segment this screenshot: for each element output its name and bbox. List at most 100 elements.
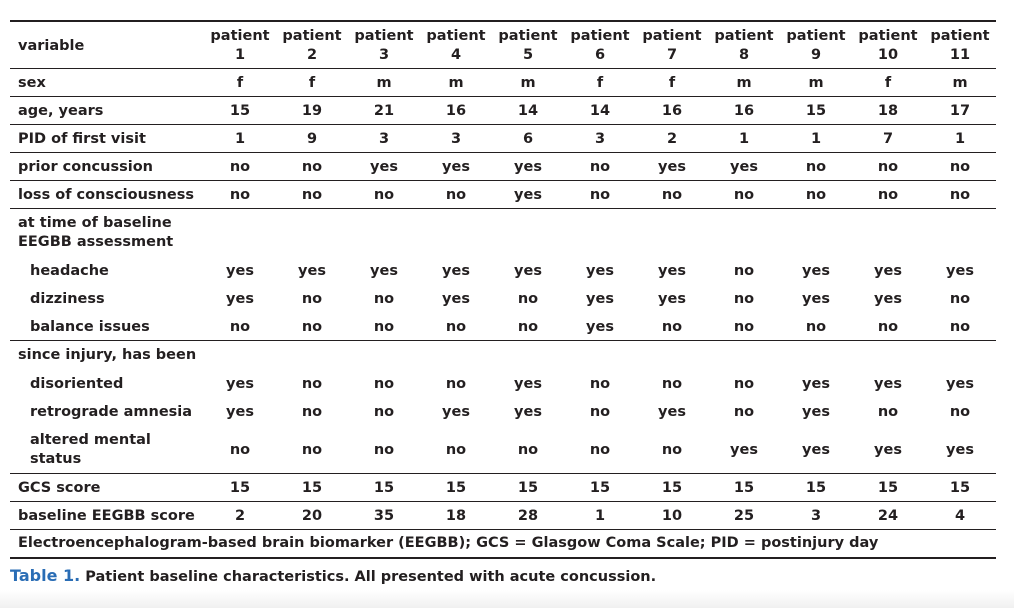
cell: 1: [594, 507, 606, 524]
top-rule: [10, 20, 996, 22]
cell: 4: [954, 507, 966, 524]
row-label: sex: [18, 74, 46, 91]
cell: f: [884, 74, 892, 91]
cell: no: [517, 318, 539, 335]
caption-label: Table 1.: [10, 566, 81, 585]
cell: 1: [738, 130, 750, 147]
cell: 15: [517, 479, 539, 496]
cell: 18: [445, 507, 467, 524]
cell: 15: [373, 479, 395, 496]
cell: m: [808, 74, 824, 91]
cell: 15: [301, 479, 323, 496]
cell: yes: [802, 441, 830, 458]
section-label: at time of baseline EEGBB assessment: [18, 215, 174, 250]
cell: 15: [661, 479, 683, 496]
cell: no: [373, 318, 395, 335]
cell: 24: [877, 507, 899, 524]
cell: yes: [370, 158, 398, 175]
header-label: variable: [18, 38, 85, 54]
cell: 3: [378, 130, 390, 147]
cell: yes: [442, 262, 470, 279]
rule: [10, 340, 996, 341]
cell: no: [373, 403, 395, 420]
column-header: patient 3: [354, 28, 414, 63]
cell: 15: [229, 479, 251, 496]
cell: 15: [733, 479, 755, 496]
cell: no: [229, 186, 251, 203]
cell: no: [949, 158, 971, 175]
row-label: balance issues: [30, 318, 150, 335]
row-label: altered mental status: [30, 432, 151, 467]
cell: yes: [874, 262, 902, 279]
cell: no: [517, 441, 539, 458]
cell: no: [229, 441, 251, 458]
cell: no: [733, 290, 755, 307]
cell: 35: [373, 507, 395, 524]
column-header: patient 8: [714, 28, 774, 63]
cell: no: [733, 375, 755, 392]
column-header: patient 6: [570, 28, 630, 63]
cell: 15: [445, 479, 467, 496]
cell: no: [301, 186, 323, 203]
cell: yes: [442, 290, 470, 307]
cell: yes: [946, 441, 974, 458]
cell: yes: [802, 375, 830, 392]
cell: no: [373, 441, 395, 458]
cell: 16: [445, 102, 467, 119]
cell: 9: [306, 130, 318, 147]
caption-text: Patient baseline characteristics. All pr…: [85, 569, 657, 585]
row-label: loss of consciousness: [18, 186, 194, 203]
rule: [10, 208, 996, 209]
cell: no: [805, 186, 827, 203]
cell: 14: [517, 102, 539, 119]
footnote: Electroencephalogram-based brain biomark…: [18, 535, 879, 551]
cell: no: [661, 186, 683, 203]
cell: yes: [442, 158, 470, 175]
cell: no: [373, 290, 395, 307]
row-label: prior concussion: [18, 158, 153, 175]
cell: no: [877, 158, 899, 175]
cell: no: [445, 375, 467, 392]
cell: yes: [802, 290, 830, 307]
cell: 3: [594, 130, 606, 147]
row-label: GCS score: [18, 479, 101, 496]
cell: no: [301, 375, 323, 392]
cell: m: [376, 74, 392, 91]
rule: [10, 96, 996, 97]
column-header: patient 7: [642, 28, 702, 63]
cell: yes: [730, 158, 758, 175]
column-header: patient 4: [426, 28, 486, 63]
section-label: since injury, has been: [18, 347, 197, 363]
cell: 6: [522, 130, 534, 147]
cell: yes: [658, 403, 686, 420]
cell: no: [301, 158, 323, 175]
cell: no: [373, 186, 395, 203]
cell: 2: [666, 130, 678, 147]
cell: 20: [301, 507, 323, 524]
cell: 16: [733, 102, 755, 119]
cell: yes: [298, 262, 326, 279]
cell: 28: [517, 507, 539, 524]
caption: Table 1. Patient baseline characteristic…: [10, 566, 656, 585]
cell: 15: [805, 102, 827, 119]
cell: no: [877, 186, 899, 203]
cell: 15: [805, 479, 827, 496]
cell: no: [661, 318, 683, 335]
rule: [10, 473, 996, 474]
cell: yes: [586, 262, 614, 279]
cell: yes: [874, 290, 902, 307]
cell: no: [733, 318, 755, 335]
cell: yes: [586, 318, 614, 335]
cell: m: [520, 74, 536, 91]
cell: 2: [234, 507, 246, 524]
cell: yes: [226, 375, 254, 392]
cell: no: [733, 186, 755, 203]
cell: yes: [946, 375, 974, 392]
cell: no: [949, 186, 971, 203]
cell: 15: [229, 102, 251, 119]
cell: no: [517, 290, 539, 307]
cell: 15: [877, 479, 899, 496]
cell: yes: [514, 158, 542, 175]
cell: 7: [882, 130, 894, 147]
